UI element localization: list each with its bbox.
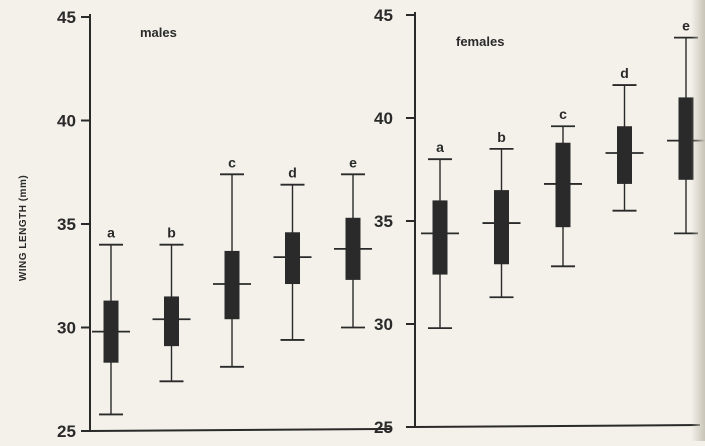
iqr-box [617, 126, 632, 184]
y-tick-label: 25 [57, 422, 76, 441]
males-box-d: d [273, 165, 312, 341]
iqr-box [678, 97, 694, 180]
females-box-b: b [482, 129, 521, 299]
females-box-e: e [667, 18, 705, 235]
females-panel: females 25 30 35 40 45 a b c d e [374, 6, 705, 437]
group-label-d: d [288, 165, 297, 181]
y-tick-label: 35 [57, 215, 76, 234]
y-axis-label: WING LENGTH (mm) [18, 175, 29, 281]
y-tick-label: 45 [374, 6, 393, 25]
group-label-a: a [107, 225, 115, 241]
y-tick-label: 40 [374, 109, 393, 128]
iqr-box [555, 142, 571, 228]
males-box-a: a [92, 225, 130, 416]
y-tick-label: 30 [374, 315, 393, 334]
males-box-e: e [334, 154, 372, 329]
group-label-b: b [167, 225, 176, 241]
iqr-box [224, 250, 240, 320]
males-box-c: c [213, 154, 251, 368]
females-box-d: d [605, 65, 644, 212]
females-box-a: a [421, 139, 459, 330]
y-tick-label: 45 [57, 8, 76, 27]
page-edge-shadow [691, 0, 705, 441]
iqr-box [164, 296, 179, 347]
y-tick-label: 30 [57, 319, 76, 338]
group-label-c: c [559, 106, 567, 122]
females-x-axis [414, 424, 701, 428]
group-label-c: c [228, 154, 236, 170]
group-label-a: a [436, 139, 444, 155]
iqr-box [432, 200, 448, 275]
males-panel: WING LENGTH (mm) males 25 30 35 40 45 a b c d e [18, 8, 391, 441]
iqr-box [494, 190, 509, 265]
iqr-box [285, 232, 300, 285]
males-x-axis [89, 428, 391, 432]
group-label-d: d [620, 65, 629, 81]
males-panel-title: males [140, 25, 177, 40]
group-label-e: e [349, 154, 357, 170]
females-panel-title: females [456, 34, 504, 49]
group-label-b: b [497, 129, 506, 145]
group-label-e: e [682, 18, 690, 34]
y-tick-label: 40 [57, 112, 76, 131]
females-box-c: c [544, 106, 582, 268]
y-tick-label: 25 [374, 418, 393, 437]
y-tick-label: 35 [374, 212, 393, 231]
males-box-b: b [152, 225, 191, 383]
